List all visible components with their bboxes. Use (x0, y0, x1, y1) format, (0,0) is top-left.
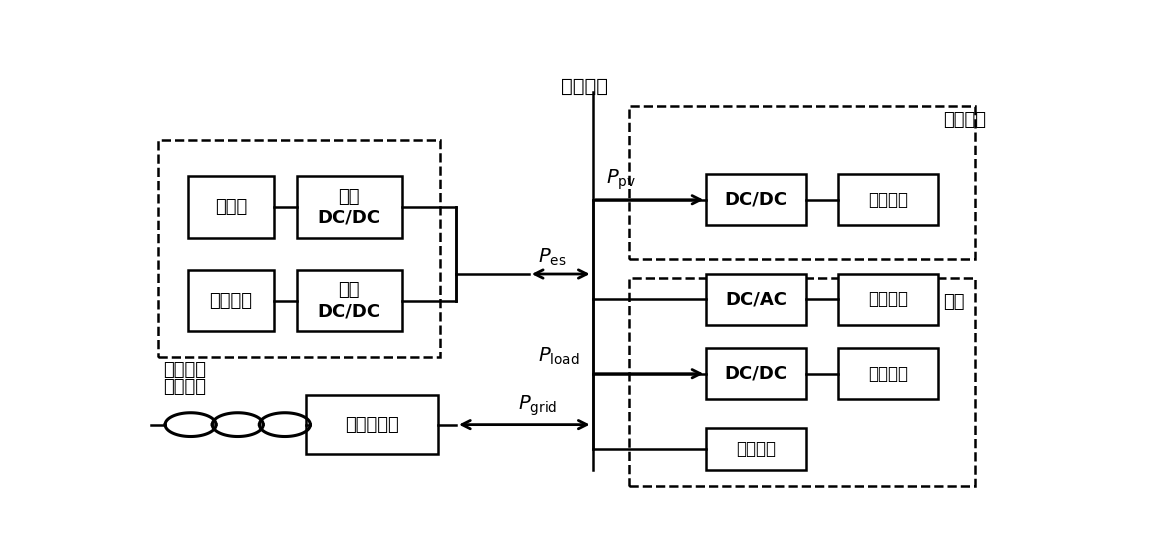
Text: DC/DC: DC/DC (724, 365, 788, 383)
Text: 直流负载: 直流负载 (869, 365, 909, 383)
Text: $P_{\mathrm{load}}$: $P_{\mathrm{load}}$ (538, 346, 580, 368)
Bar (707, 348, 807, 399)
Text: 光伏电池: 光伏电池 (869, 191, 909, 209)
Text: DC/DC: DC/DC (318, 209, 380, 227)
Bar (297, 176, 402, 238)
Text: 直流母线: 直流母线 (561, 77, 608, 96)
Text: $P_{\mathrm{es}}$: $P_{\mathrm{es}}$ (538, 246, 567, 268)
Text: 超级电容: 超级电容 (209, 291, 252, 310)
Text: 并网逆变器: 并网逆变器 (345, 415, 399, 434)
Bar (297, 270, 402, 331)
Text: DC/DC: DC/DC (318, 302, 380, 320)
Bar (188, 270, 275, 331)
Bar (157, 141, 440, 356)
Bar (838, 274, 938, 325)
Bar (838, 348, 938, 399)
Bar (306, 395, 438, 455)
Text: 负载: 负载 (943, 293, 964, 311)
Text: 双向: 双向 (338, 187, 360, 206)
Bar (188, 176, 275, 238)
Text: 双向: 双向 (338, 281, 360, 299)
Text: 蓄电池: 蓄电池 (215, 198, 247, 216)
Bar (629, 106, 974, 259)
Text: DC/DC: DC/DC (724, 191, 788, 209)
Text: $P_{\mathrm{pv}}$: $P_{\mathrm{pv}}$ (606, 168, 636, 192)
Text: 直流负载: 直流负载 (736, 440, 776, 458)
Text: 储能系统: 储能系统 (163, 361, 207, 379)
Text: 光伏系统: 光伏系统 (943, 111, 986, 129)
Bar (707, 174, 807, 225)
Bar (707, 428, 807, 470)
Bar (629, 278, 974, 486)
Bar (707, 274, 807, 325)
Text: 交流电网: 交流电网 (163, 378, 207, 396)
Text: DC/AC: DC/AC (726, 290, 788, 309)
Text: 交流负载: 交流负载 (869, 290, 909, 309)
Text: $P_{\mathrm{grid}}$: $P_{\mathrm{grid}}$ (518, 394, 558, 418)
Bar (838, 174, 938, 225)
